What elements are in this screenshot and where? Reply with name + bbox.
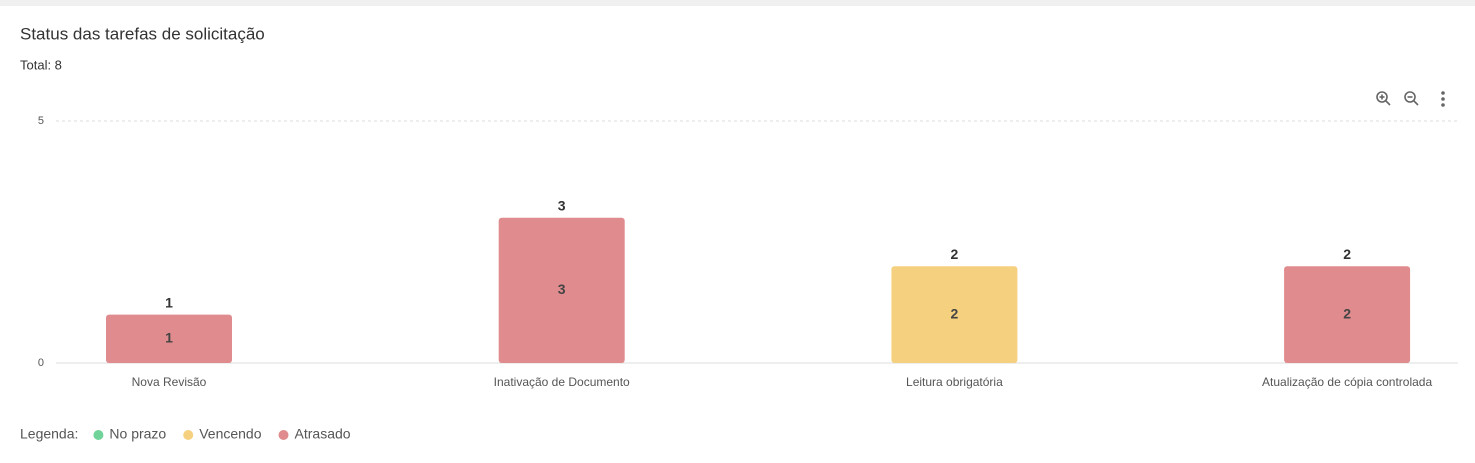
card [0, 6, 1475, 463]
legend-marker [93, 430, 104, 440]
y-tick-label: 5 [38, 115, 44, 127]
total-label: 1 [165, 294, 173, 310]
chart-subtitle: Total: 8 [20, 57, 62, 72]
bar-segment [891, 266, 1018, 363]
x-tick-label: Nova Revisão [132, 375, 207, 389]
segment-label: 2 [1343, 305, 1351, 321]
legend-label: Vencendo [199, 426, 261, 442]
x-tick-label: Leitura obrigatória [906, 375, 1003, 389]
zoom-out-icon[interactable] [1404, 91, 1419, 106]
x-tick-label: Atualização de cópia controlada [1262, 375, 1432, 389]
total-label: 3 [558, 198, 566, 214]
legend-marker [183, 430, 194, 440]
y-tick-label: 0 [38, 357, 44, 369]
legend-label: No prazo [109, 426, 166, 442]
toolbar [1376, 91, 1445, 107]
total-label: 2 [1343, 246, 1351, 262]
menu-icon[interactable] [1441, 91, 1445, 107]
x-tick-label: Inativação de Documento [494, 375, 630, 389]
chart-title: Status das tarefas de solicitação [20, 24, 265, 43]
legend-title: Legenda: [20, 426, 78, 442]
zoom-in-icon[interactable] [1376, 91, 1391, 106]
legend-label: Atrasado [295, 426, 351, 442]
bar-segment [498, 217, 625, 363]
segment-label: 3 [558, 281, 566, 297]
bar-segment [106, 314, 232, 363]
segment-label: 1 [165, 330, 173, 346]
segment-label: 2 [951, 305, 959, 321]
legend-marker [278, 430, 289, 440]
total-label: 2 [951, 246, 959, 262]
bar-segment [1284, 266, 1411, 363]
